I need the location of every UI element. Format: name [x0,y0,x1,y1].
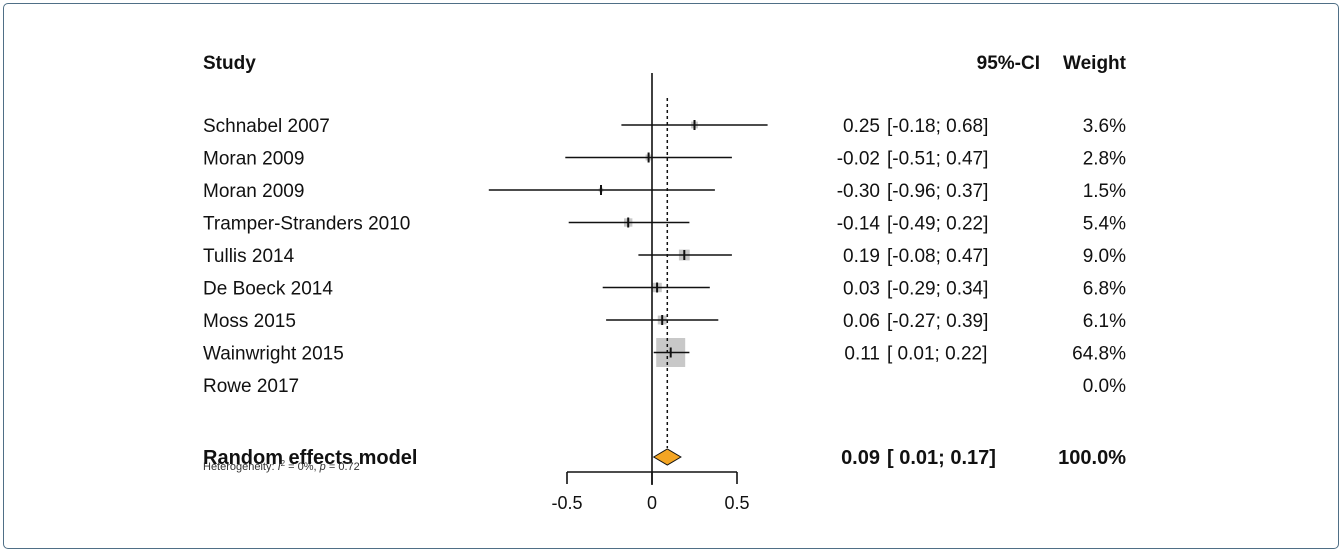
pooled-diamond [652,448,682,466]
study-name: De Boeck 2014 [203,279,333,300]
study-ci-text: [-0.49; 0.22] [887,214,988,235]
x-tick-label: -0.5 [551,493,582,513]
study-effect: 0.19 [843,246,880,267]
study-weight: 1.5% [1083,181,1126,202]
study-name: Schnabel 2007 [203,116,330,137]
study-ci-text: [-0.96; 0.37] [887,181,988,202]
study-effect: -0.30 [837,181,880,202]
study-weight: 5.4% [1083,214,1126,235]
study-name: Moss 2015 [203,311,296,332]
pooled-label: Random effects model [203,447,417,469]
study-ci-text: [-0.08; 0.47] [887,246,988,267]
study-name: Rowe 2017 [203,376,299,397]
study-effect: 0.11 [844,344,880,365]
study-weight: 6.1% [1083,311,1126,332]
study-ci-text: [-0.29; 0.34] [887,279,988,300]
study-effect: 0.06 [843,311,880,332]
study-name: Moran 2009 [203,149,304,170]
x-tick-label: 0 [647,493,657,513]
header-study: Study [203,53,256,74]
study-effect: -0.02 [837,149,880,170]
heterogeneity-label: Heterogeneity: I2 = 0%, p = 0.72 [203,459,360,474]
study-name: Moran 2009 [203,181,304,202]
study-name: Tramper-Stranders 2010 [203,214,410,235]
study-weight: 64.8% [1072,344,1126,365]
study-ci-text: [-0.18; 0.68] [887,116,988,137]
pooled-ci-text: [ 0.01; 0.17] [887,447,996,469]
pooled-weight: 100.0% [1058,447,1126,469]
study-weight: 2.8% [1083,149,1126,170]
study-weight: 9.0% [1083,246,1126,267]
header-ci: 95%-CI [977,53,1040,74]
study-weight: 6.8% [1083,279,1126,300]
study-weight: 3.6% [1083,116,1126,137]
study-ci-text: [-0.27; 0.39] [887,311,988,332]
study-effect: 0.25 [843,116,880,137]
header-weight: Weight [1063,53,1127,74]
study-ci-text: [ 0.01; 0.22] [887,344,987,365]
pooled-effect: 0.09 [841,447,880,469]
study-ci-text: [-0.51; 0.47] [887,149,988,170]
study-effect: -0.14 [837,214,881,235]
study-weight: 0.0% [1083,376,1126,397]
study-name: Tullis 2014 [203,246,295,267]
study-name: Wainwright 2015 [203,344,344,365]
study-effect: 0.03 [843,279,880,300]
x-tick-label: 0.5 [724,493,749,513]
